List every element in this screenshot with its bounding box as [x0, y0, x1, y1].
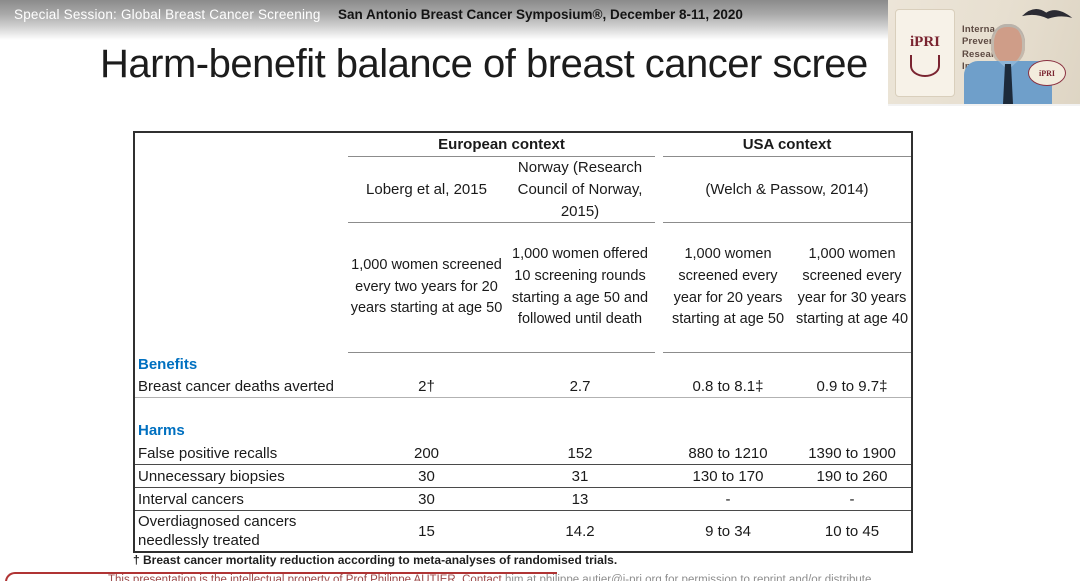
cohort-row: 1,000 women screened every two years for…	[135, 223, 911, 353]
cell-value: 0.8 to 8.1‡	[692, 377, 764, 395]
table-row-overdiagnosed: Overdiagnosed cancers needlessly treated…	[135, 511, 911, 551]
eagle-icon	[1022, 9, 1073, 19]
harm-benefit-table: European context USA context Loberg et a…	[133, 131, 913, 553]
row-label: False positive recalls	[138, 444, 278, 462]
cell-value: 10 to 45	[824, 522, 880, 540]
cohort-usa-30y: 1,000 women screened every year for 30 y…	[793, 223, 911, 353]
row-label: Breast cancer deaths averted	[138, 377, 334, 395]
cell-value: 13	[571, 490, 589, 508]
presenter-head	[991, 24, 1025, 64]
table-row-unnecessary-biopsies: Unnecessary biopsies 30 31 130 to 170 19…	[135, 465, 911, 488]
benefits-section-label: Benefits	[138, 355, 198, 373]
cell-value: 152	[567, 444, 593, 462]
row-label: Interval cancers	[138, 490, 244, 508]
cell-value: 190 to 260	[816, 467, 888, 485]
footnote: † Breast cancer mortality reduction acco…	[133, 553, 618, 567]
study-loberg: Loberg et al, 2015	[348, 157, 505, 224]
cell-value: 9 to 34	[705, 522, 751, 540]
cell-value: 2.7	[569, 377, 591, 395]
row-label: Overdiagnosed cancers needlessly treated	[138, 512, 297, 550]
row-label: Unnecessary biopsies	[138, 467, 285, 485]
cell-value: -	[849, 490, 855, 508]
ipri-logo-text: iPRI	[910, 34, 940, 50]
cell-value: 1390 to 1900	[808, 444, 896, 462]
spacer-row	[135, 398, 911, 419]
org-line: Resear	[962, 48, 995, 60]
ipri-emblem-icon	[910, 55, 940, 77]
cell-value: 15	[418, 522, 435, 540]
presenter-video: iPRI Interna Preven Resear Institu iPRI	[888, 0, 1080, 106]
ipri-oval-logo-text: iPRI	[1039, 68, 1055, 78]
org-line: Interna	[962, 24, 996, 35]
context-header-row: European context USA context	[135, 133, 911, 157]
european-context-header: European context	[348, 133, 655, 157]
cell-value: 0.9 to 9.7‡	[816, 377, 888, 395]
presenter-tie	[1003, 64, 1013, 104]
ipri-oval-logo: iPRI	[1028, 60, 1066, 86]
cell-value: -	[725, 490, 731, 508]
ipri-logo-card: iPRI	[895, 9, 955, 97]
cell-value: 880 to 1210	[688, 444, 768, 462]
copyright-text-right: him at philippe.autier@i-pri.org for per…	[501, 574, 875, 581]
org-line: Preven	[962, 36, 995, 48]
cell-value: 30	[418, 467, 435, 485]
cell-value: 30	[418, 490, 435, 508]
slide-title: Harm-benefit balance of breast cancer sc…	[100, 42, 868, 86]
harms-section-row: Harms	[135, 419, 911, 442]
symposium-label: San Antonio Breast Cancer Symposium®, De…	[338, 7, 743, 22]
copyright-box-border	[5, 572, 557, 581]
cohort-usa-20y: 1,000 women screened every year for 20 y…	[663, 223, 793, 353]
cell-value: 31	[571, 467, 589, 485]
table-row-interval-cancers: Interval cancers 30 13 - -	[135, 488, 911, 511]
benefits-section-row: Benefits	[135, 353, 911, 375]
cell-value: 130 to 170	[692, 467, 764, 485]
copyright-notice: This presentation is the intellectual pr…	[108, 574, 875, 581]
cohort-eu-biennial: 1,000 women screened every two years for…	[348, 223, 505, 353]
table-row-deaths-averted: Breast cancer deaths averted 2† 2.7 0.8 …	[135, 375, 911, 398]
session-label: Special Session: Global Breast Cancer Sc…	[14, 7, 321, 22]
cell-value: 14.2	[565, 522, 595, 540]
study-welch: (Welch & Passow, 2014)	[663, 157, 911, 224]
usa-context-header: USA context	[663, 133, 911, 157]
copyright-text-left: This presentation is the intellectual pr…	[108, 574, 502, 581]
harms-section-label: Harms	[138, 422, 185, 439]
study-row: Loberg et al, 2015 Norway (Research Coun…	[135, 157, 911, 224]
cohort-norway: 1,000 women offered 10 screening rounds …	[505, 223, 655, 353]
table-row-false-positives: False positive recalls 200 152 880 to 12…	[135, 442, 911, 465]
study-norway: Norway (Research Council of Norway, 2015…	[505, 157, 655, 224]
cell-value: 2†	[418, 377, 435, 395]
cell-value: 200	[413, 444, 440, 462]
